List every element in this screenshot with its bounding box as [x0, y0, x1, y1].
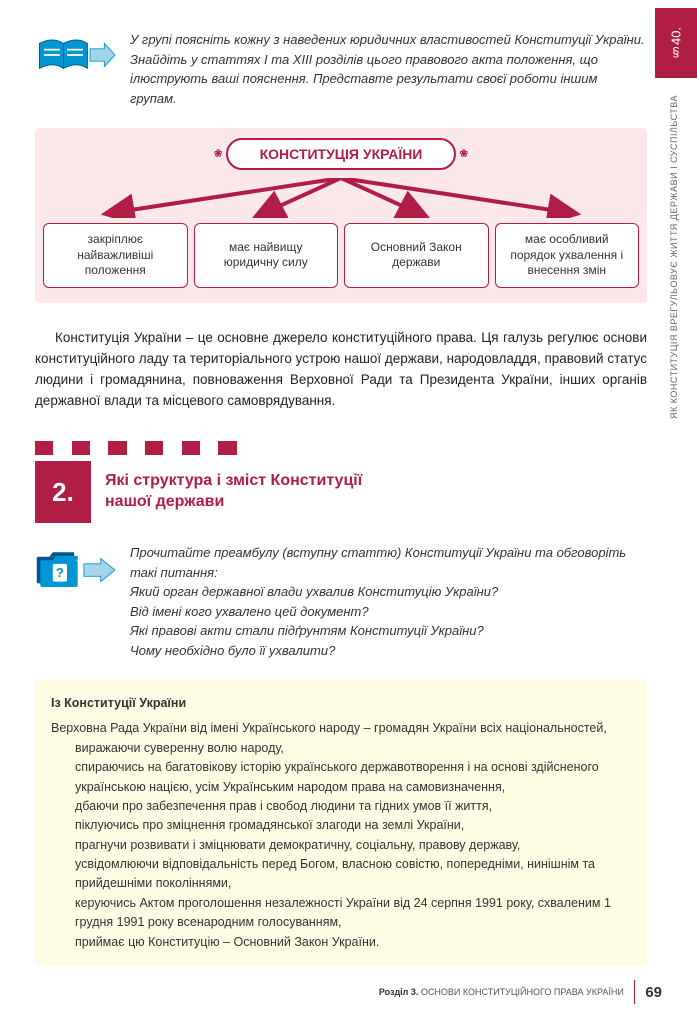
footer-divider: [634, 980, 636, 1004]
task1-text: У групі поясніть кожну з наведених юриди…: [130, 30, 647, 108]
excerpt-p6: прагнучи розвивати і зміцнювати демократ…: [51, 836, 631, 855]
diagram-title: КОНСТИТУЦІЯ УКРАЇНИ: [226, 138, 456, 170]
task-block-2: ? Прочитайте преамбулу (вступну статтю) …: [35, 543, 647, 660]
task2-q3: Які правові акти стали підґрунтям Консти…: [130, 623, 484, 638]
main-paragraph: Конституція України – це основне джерело…: [35, 328, 647, 412]
page-number: 69: [645, 984, 662, 1001]
task-block-1: У групі поясніть кожну з наведених юриди…: [35, 30, 647, 108]
folder-question-icon: ?: [35, 543, 115, 598]
footer-chapter: Розділ 3. ОСНОВИ КОНСТИТУЦІЙНОГО ПРАВА У…: [379, 987, 624, 997]
diagram-container: КОНСТИТУЦІЯ УКРАЇНИ закріплює найважливі…: [35, 128, 647, 303]
section-number: 2.: [35, 461, 91, 523]
footer-chapter-label: Розділ 3.: [379, 987, 419, 997]
task2-q1: Який орган державної влади ухвалив Конст…: [130, 584, 498, 599]
task2-q2: Від імені кого ухвалено цей документ?: [130, 604, 369, 619]
diagram-box-3: Основний Закон держави: [344, 223, 489, 288]
book-arrow-icon: [35, 30, 115, 80]
page-content: У групі поясніть кожну з наведених юриди…: [0, 0, 697, 986]
excerpt-p8: керуючись Актом проголошення незалежност…: [51, 894, 631, 933]
task2-q4: Чому необхідно було її ухвалити?: [130, 643, 335, 658]
page-footer: Розділ 3. ОСНОВИ КОНСТИТУЦІЙНОГО ПРАВА У…: [379, 980, 662, 1004]
section-2-header: 2. Які структура і зміст Конституції наш…: [35, 461, 647, 523]
svg-text:?: ?: [56, 565, 64, 580]
section-title: Які структура і зміст Конституції нашої …: [91, 461, 362, 523]
excerpt-p7: усвідомлюючи відповідальність перед Бого…: [51, 855, 631, 894]
excerpt-p9: приймає цю Конституцію – Основний Закон …: [51, 933, 631, 952]
excerpt-p3: спираючись на багатовікову історію украї…: [51, 758, 631, 797]
diagram-arrows: [43, 178, 639, 218]
diagram-boxes: закріплює найважливіші положення має най…: [43, 223, 639, 288]
excerpt-title: Із Конституції України: [51, 694, 631, 713]
task2-text: Прочитайте преамбулу (вступну статтю) Ко…: [130, 543, 647, 660]
diagram-box-2: має найвищу юридичну силу: [194, 223, 339, 288]
diagram-box-1: закріплює найважливіші положення: [43, 223, 188, 288]
constitution-excerpt: Із Конституції України Верховна Рада Укр…: [35, 680, 647, 966]
excerpt-p4: дбаючи про забезпечення прав і свобод лю…: [51, 797, 631, 816]
section-title-line1: Які структура і зміст Конституції: [105, 472, 362, 489]
task2-intro: Прочитайте преамбулу (вступну статтю) Ко…: [130, 545, 626, 580]
excerpt-p1: Верховна Рада України від імені Українсь…: [51, 719, 631, 738]
excerpt-p5: піклуючись про зміцнення громадянської з…: [51, 816, 631, 835]
diagram-box-4: має особливий порядок ухвалення і внесен…: [495, 223, 640, 288]
footer-chapter-title: ОСНОВИ КОНСТИТУЦІЙНОГО ПРАВА УКРАЇНИ: [421, 987, 624, 997]
section-decoration: [35, 441, 255, 455]
excerpt-p2: виражаючи суверенну волю народу,: [51, 739, 631, 758]
section-title-line2: нашої держави: [105, 493, 224, 510]
